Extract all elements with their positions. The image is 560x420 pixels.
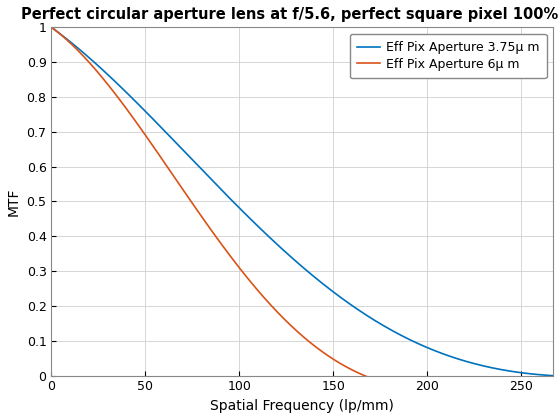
Eff Pix Aperture 3.75μ m bbox=[105, 73, 112, 78]
Eff Pix Aperture 3.75μ m bbox=[540, 373, 547, 378]
Eff Pix Aperture 3.75μ m bbox=[262, 231, 269, 236]
Eff Pix Aperture 6μ m bbox=[444, 388, 450, 394]
Eff Pix Aperture 6μ m bbox=[135, 123, 142, 128]
Eff Pix Aperture 3.75μ m bbox=[135, 102, 142, 107]
Eff Pix Aperture 6μ m bbox=[550, 379, 557, 384]
Eff Pix Aperture 6μ m bbox=[540, 380, 547, 385]
Eff Pix Aperture 3.75μ m bbox=[48, 25, 55, 30]
Title: Perfect circular aperture lens at f/5.6, perfect square pixel 100% FF: Perfect circular aperture lens at f/5.6,… bbox=[21, 7, 560, 22]
Line: Eff Pix Aperture 6μ m: Eff Pix Aperture 6μ m bbox=[52, 27, 553, 391]
Y-axis label: MTF: MTF bbox=[7, 187, 21, 216]
Eff Pix Aperture 6μ m bbox=[48, 25, 55, 30]
Eff Pix Aperture 3.75μ m bbox=[486, 365, 492, 370]
Eff Pix Aperture 3.75μ m bbox=[550, 373, 557, 378]
Line: Eff Pix Aperture 3.75μ m: Eff Pix Aperture 3.75μ m bbox=[52, 27, 553, 375]
X-axis label: Spatial Frequency (lp/mm): Spatial Frequency (lp/mm) bbox=[210, 399, 394, 413]
Eff Pix Aperture 6μ m bbox=[240, 271, 247, 276]
Eff Pix Aperture 3.75μ m bbox=[240, 210, 247, 215]
Legend: Eff Pix Aperture 3.75μ m, Eff Pix Aperture 6μ m: Eff Pix Aperture 3.75μ m, Eff Pix Apertu… bbox=[349, 34, 547, 78]
Eff Pix Aperture 6μ m bbox=[105, 83, 112, 88]
Eff Pix Aperture 6μ m bbox=[262, 297, 269, 302]
Eff Pix Aperture 6μ m bbox=[486, 386, 493, 391]
